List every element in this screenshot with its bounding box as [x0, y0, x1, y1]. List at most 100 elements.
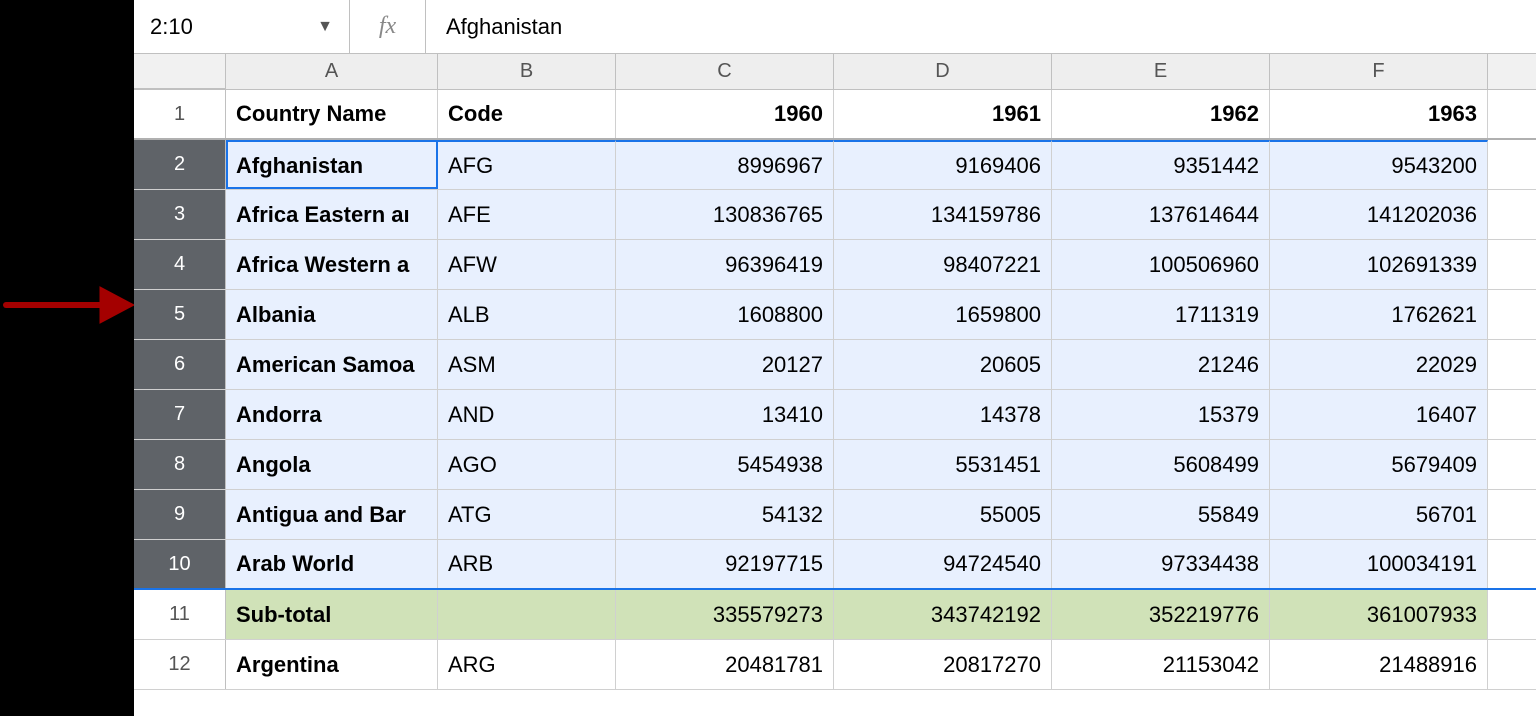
table-row: 12 Argentina ARG 20481781 20817270 21153… — [134, 640, 1536, 690]
cell-B2[interactable]: AFG — [438, 140, 616, 189]
cell-F11[interactable]: 361007933 — [1270, 590, 1488, 639]
cell-E10[interactable]: 97334438 — [1052, 540, 1270, 588]
column-header-row: A B C D E F — [134, 54, 1536, 90]
cell-F12[interactable]: 21488916 — [1270, 640, 1488, 689]
col-header-B[interactable]: B — [438, 54, 616, 89]
row-header-11[interactable]: 11 — [134, 590, 226, 639]
cell-F4[interactable]: 102691339 — [1270, 240, 1488, 289]
cell-A7[interactable]: Andorra — [226, 390, 438, 439]
cell-E4[interactable]: 100506960 — [1052, 240, 1270, 289]
cell-D5[interactable]: 1659800 — [834, 290, 1052, 339]
cell-D4[interactable]: 98407221 — [834, 240, 1052, 289]
cell-B10[interactable]: ARB — [438, 540, 616, 588]
cell-F6[interactable]: 22029 — [1270, 340, 1488, 389]
cell-E11[interactable]: 352219776 — [1052, 590, 1270, 639]
cell-C8[interactable]: 5454938 — [616, 440, 834, 489]
cell-E3[interactable]: 137614644 — [1052, 190, 1270, 239]
col-header-C[interactable]: C — [616, 54, 834, 89]
cell-B8[interactable]: AGO — [438, 440, 616, 489]
row-header-1[interactable]: 1 — [134, 90, 226, 138]
cell-F10[interactable]: 100034191 — [1270, 540, 1488, 588]
cell-A5[interactable]: Albania — [226, 290, 438, 339]
cell-F8[interactable]: 5679409 — [1270, 440, 1488, 489]
col-header-D[interactable]: D — [834, 54, 1052, 89]
select-all-corner[interactable] — [134, 54, 226, 89]
table-row: 2 Afghanistan AFG 8996967 9169406 935144… — [134, 140, 1536, 190]
name-box-dropdown-icon[interactable]: ▼ — [317, 18, 333, 36]
row-header-8[interactable]: 8 — [134, 440, 226, 489]
cell-A6[interactable]: American Samoa — [226, 340, 438, 389]
col-header-A[interactable]: A — [226, 54, 438, 89]
cell-D2[interactable]: 9169406 — [834, 140, 1052, 189]
cell-D9[interactable]: 55005 — [834, 490, 1052, 539]
cell-C4[interactable]: 96396419 — [616, 240, 834, 289]
cell-C5[interactable]: 1608800 — [616, 290, 834, 339]
cell-A8[interactable]: Angola — [226, 440, 438, 489]
cell-F1[interactable]: 1963 — [1270, 90, 1488, 138]
cell-A11[interactable]: Sub-total — [226, 590, 438, 639]
cell-E2[interactable]: 9351442 — [1052, 140, 1270, 189]
row-header-12[interactable]: 12 — [134, 640, 226, 689]
cell-A12[interactable]: Argentina — [226, 640, 438, 689]
cell-F9[interactable]: 56701 — [1270, 490, 1488, 539]
cell-B11[interactable] — [438, 590, 616, 639]
cell-D12[interactable]: 20817270 — [834, 640, 1052, 689]
cell-C12[interactable]: 20481781 — [616, 640, 834, 689]
cell-E12[interactable]: 21153042 — [1052, 640, 1270, 689]
table-row: 1 Country Name Code 1960 1961 1962 1963 — [134, 90, 1536, 140]
cell-A4[interactable]: Africa Western a — [226, 240, 438, 289]
cell-E8[interactable]: 5608499 — [1052, 440, 1270, 489]
cell-A2[interactable]: Afghanistan — [226, 140, 438, 189]
cell-D11[interactable]: 343742192 — [834, 590, 1052, 639]
cell-B6[interactable]: ASM — [438, 340, 616, 389]
cell-B1[interactable]: Code — [438, 90, 616, 138]
col-header-F[interactable]: F — [1270, 54, 1488, 89]
cell-D3[interactable]: 134159786 — [834, 190, 1052, 239]
cell-C7[interactable]: 13410 — [616, 390, 834, 439]
cell-C2[interactable]: 8996967 — [616, 140, 834, 189]
cell-E1[interactable]: 1962 — [1052, 90, 1270, 138]
cell-E7[interactable]: 15379 — [1052, 390, 1270, 439]
cell-B9[interactable]: ATG — [438, 490, 616, 539]
row-header-5[interactable]: 5 — [134, 290, 226, 339]
cell-D10[interactable]: 94724540 — [834, 540, 1052, 588]
cell-C1[interactable]: 1960 — [616, 90, 834, 138]
cell-A3[interactable]: Africa Eastern aı — [226, 190, 438, 239]
cell-B5[interactable]: ALB — [438, 290, 616, 339]
cell-E5[interactable]: 1711319 — [1052, 290, 1270, 339]
cell-C11[interactable]: 335579273 — [616, 590, 834, 639]
cell-F3[interactable]: 141202036 — [1270, 190, 1488, 239]
row-header-3[interactable]: 3 — [134, 190, 226, 239]
cell-B7[interactable]: AND — [438, 390, 616, 439]
cell-A1[interactable]: Country Name — [226, 90, 438, 138]
row-header-4[interactable]: 4 — [134, 240, 226, 289]
name-formula-bar: 2:10 ▼ fx Afghanistan — [134, 0, 1536, 54]
cell-B12[interactable]: ARG — [438, 640, 616, 689]
fx-label[interactable]: fx — [350, 0, 426, 53]
cell-F7[interactable]: 16407 — [1270, 390, 1488, 439]
cell-C3[interactable]: 130836765 — [616, 190, 834, 239]
row-header-2[interactable]: 2 — [134, 140, 226, 189]
cell-A10[interactable]: Arab World — [226, 540, 438, 588]
cell-E9[interactable]: 55849 — [1052, 490, 1270, 539]
name-box[interactable]: 2:10 ▼ — [134, 0, 350, 53]
formula-bar-input[interactable]: Afghanistan — [426, 0, 1536, 53]
cell-D8[interactable]: 5531451 — [834, 440, 1052, 489]
cell-B3[interactable]: AFE — [438, 190, 616, 239]
row-header-7[interactable]: 7 — [134, 390, 226, 439]
row-header-6[interactable]: 6 — [134, 340, 226, 389]
row-header-9[interactable]: 9 — [134, 490, 226, 539]
cell-F5[interactable]: 1762621 — [1270, 290, 1488, 339]
cell-D1[interactable]: 1961 — [834, 90, 1052, 138]
cell-C6[interactable]: 20127 — [616, 340, 834, 389]
cell-C10[interactable]: 92197715 — [616, 540, 834, 588]
row-header-10[interactable]: 10 — [134, 540, 226, 588]
cell-B4[interactable]: AFW — [438, 240, 616, 289]
cell-C9[interactable]: 54132 — [616, 490, 834, 539]
cell-A9[interactable]: Antigua and Bar — [226, 490, 438, 539]
cell-D7[interactable]: 14378 — [834, 390, 1052, 439]
col-header-E[interactable]: E — [1052, 54, 1270, 89]
cell-E6[interactable]: 21246 — [1052, 340, 1270, 389]
cell-D6[interactable]: 20605 — [834, 340, 1052, 389]
cell-F2[interactable]: 9543200 — [1270, 140, 1488, 189]
